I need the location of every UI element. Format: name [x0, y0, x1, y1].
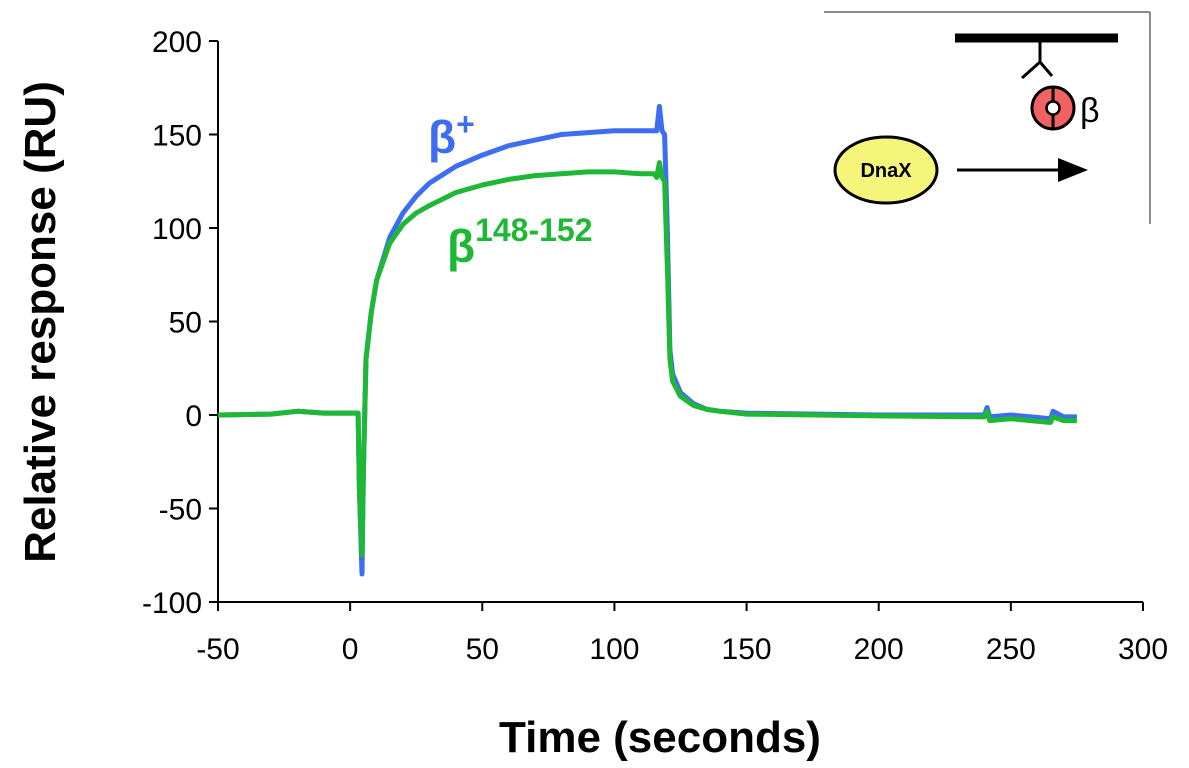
series-layer — [217, 103, 1077, 577]
x-tick-label: 0 — [342, 633, 359, 666]
x-tick-label: 150 — [722, 633, 772, 666]
dnax-label: DnaX — [860, 160, 912, 182]
axes: -100 -50 0 50 100 150 200 -50 0 50 100 150 200 250 30… — [142, 26, 1168, 666]
inset-schematic: β DnaX — [824, 11, 1151, 224]
y-axis-ticks: -100 -50 0 50 100 150 200 — [142, 26, 218, 620]
y-tick-label: -100 — [142, 587, 202, 620]
x-tick-label: 250 — [986, 633, 1036, 666]
series-label-beta-plus: β+ — [428, 106, 475, 163]
x-tick-label: 300 — [1118, 633, 1168, 666]
y-tick-label: 0 — [185, 400, 202, 433]
x-axis-title: Time (seconds) — [499, 713, 821, 762]
x-tick-label: 50 — [466, 633, 499, 666]
x-tick-label: -50 — [196, 633, 239, 666]
y-tick-label: -50 — [159, 494, 202, 527]
series-label-beta-148-152-sup: 148-152 — [475, 212, 592, 248]
beta-clamp-ring-icon — [1030, 85, 1076, 131]
series-label-beta-plus-base: β — [428, 111, 456, 163]
series-line-beta-plus — [217, 103, 1077, 577]
ring-label: β — [1080, 92, 1100, 130]
y-tick-label: 100 — [152, 213, 202, 246]
y-axis-title: Relative response (RU) — [16, 81, 65, 563]
x-tick-label: 100 — [589, 633, 639, 666]
x-tick-label: 200 — [854, 633, 904, 666]
flow-arrow-head-icon — [1058, 158, 1088, 182]
dnax-particle-icon — [833, 135, 939, 205]
series-label-beta-148-152-base: β — [447, 220, 475, 272]
y-tick-label: 150 — [152, 120, 202, 153]
series-label-beta-plus-sup: + — [456, 106, 475, 142]
y-tick-label: 200 — [152, 26, 202, 59]
antibody-linker-icon — [1021, 38, 1054, 80]
x-axis-ticks: -50 0 50 100 150 200 250 300 — [196, 602, 1168, 666]
y-tick-label: 50 — [169, 307, 202, 340]
series-line-beta-148-152 — [217, 160, 1077, 558]
series-label-beta-148-152: β148-152 — [447, 212, 593, 272]
